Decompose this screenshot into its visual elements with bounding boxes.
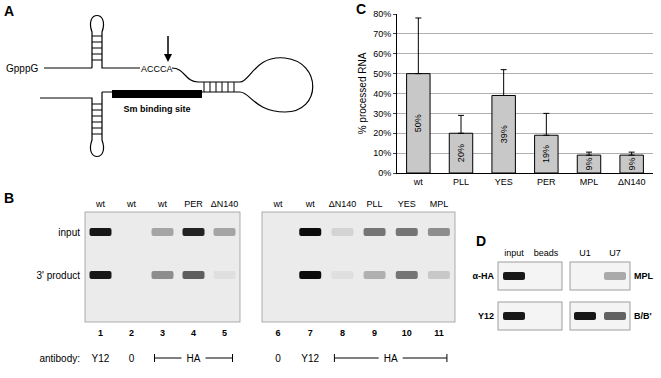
svg-text:α-HA: α-HA [472, 271, 494, 281]
svg-text:wt: wt [413, 177, 423, 187]
svg-text:Y12: Y12 [478, 311, 494, 321]
svg-text:50%: 50% [413, 114, 423, 132]
svg-text:A: A [4, 3, 14, 19]
svg-text:C: C [356, 1, 366, 17]
svg-text:PER: PER [537, 177, 556, 187]
svg-text:0%: 0% [378, 168, 391, 178]
svg-text:6: 6 [276, 328, 281, 338]
svg-text:9: 9 [372, 328, 377, 338]
svg-text:HA: HA [187, 353, 201, 364]
svg-text:8: 8 [340, 328, 345, 338]
svg-text:HA: HA [384, 353, 398, 364]
svg-text:0: 0 [275, 353, 281, 364]
svg-text:19%: 19% [541, 145, 551, 163]
svg-text:20%: 20% [456, 144, 466, 162]
svg-text:40%: 40% [373, 89, 391, 99]
svg-text:U1: U1 [579, 248, 591, 258]
svg-text:YES: YES [495, 177, 513, 187]
svg-text:7: 7 [308, 328, 313, 338]
svg-text:PLL: PLL [453, 177, 469, 187]
svg-text:beads: beads [534, 248, 559, 258]
svg-text:wt: wt [95, 199, 105, 209]
svg-text:9%: 9% [584, 158, 594, 171]
svg-text:B/B': B/B' [634, 311, 652, 321]
svg-text:30%: 30% [373, 109, 391, 119]
svg-text:wt: wt [305, 199, 315, 209]
svg-text:20%: 20% [373, 128, 391, 138]
svg-text:1: 1 [98, 328, 103, 338]
svg-text:MPL: MPL [430, 199, 449, 209]
svg-text:GpppG: GpppG [6, 63, 38, 74]
svg-text:ΔN140: ΔN140 [329, 199, 357, 209]
svg-text:11: 11 [434, 328, 444, 338]
svg-text:YES: YES [398, 199, 416, 209]
svg-text:39%: 39% [499, 125, 509, 143]
svg-text:70%: 70% [373, 29, 391, 39]
svg-text:Y12: Y12 [92, 353, 110, 364]
svg-text:10: 10 [402, 328, 412, 338]
svg-text:PLL: PLL [367, 199, 383, 209]
svg-text:50%: 50% [373, 69, 391, 79]
svg-text:U7: U7 [609, 248, 621, 258]
svg-text:MPL: MPL [634, 271, 654, 281]
svg-text:ΔN140: ΔN140 [618, 177, 646, 187]
svg-text:PER: PER [184, 199, 203, 209]
svg-text:wt: wt [273, 199, 283, 209]
svg-text:B: B [4, 190, 14, 206]
svg-text:80%: 80% [373, 9, 391, 19]
svg-text:input: input [58, 227, 80, 238]
svg-text:input: input [504, 248, 524, 258]
svg-text:Sm binding site: Sm binding site [123, 104, 190, 114]
svg-text:3: 3 [160, 328, 165, 338]
svg-text:3' product: 3' product [36, 270, 80, 281]
svg-text:wt: wt [126, 199, 136, 209]
svg-text:% processed RNA: % processed RNA [357, 52, 368, 134]
svg-text:4: 4 [191, 328, 196, 338]
svg-text:0: 0 [129, 353, 135, 364]
svg-text:ΔN140: ΔN140 [211, 199, 239, 209]
svg-text:2: 2 [129, 328, 134, 338]
svg-text:MPL: MPL [580, 177, 599, 187]
svg-text:D: D [476, 233, 486, 249]
svg-text:ACCCA: ACCCA [141, 64, 173, 74]
svg-text:antibody:: antibody: [39, 353, 80, 364]
svg-text:wt: wt [157, 199, 167, 209]
svg-text:10%: 10% [373, 148, 391, 158]
svg-text:9%: 9% [627, 158, 637, 171]
svg-text:60%: 60% [373, 49, 391, 59]
svg-text:Y12: Y12 [301, 353, 319, 364]
svg-text:5: 5 [222, 328, 227, 338]
